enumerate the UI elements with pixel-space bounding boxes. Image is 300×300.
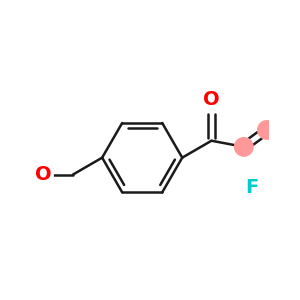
Circle shape: [235, 138, 253, 156]
Text: O: O: [35, 165, 52, 184]
Circle shape: [258, 121, 276, 139]
Text: F: F: [245, 178, 258, 197]
Text: O: O: [203, 90, 220, 109]
